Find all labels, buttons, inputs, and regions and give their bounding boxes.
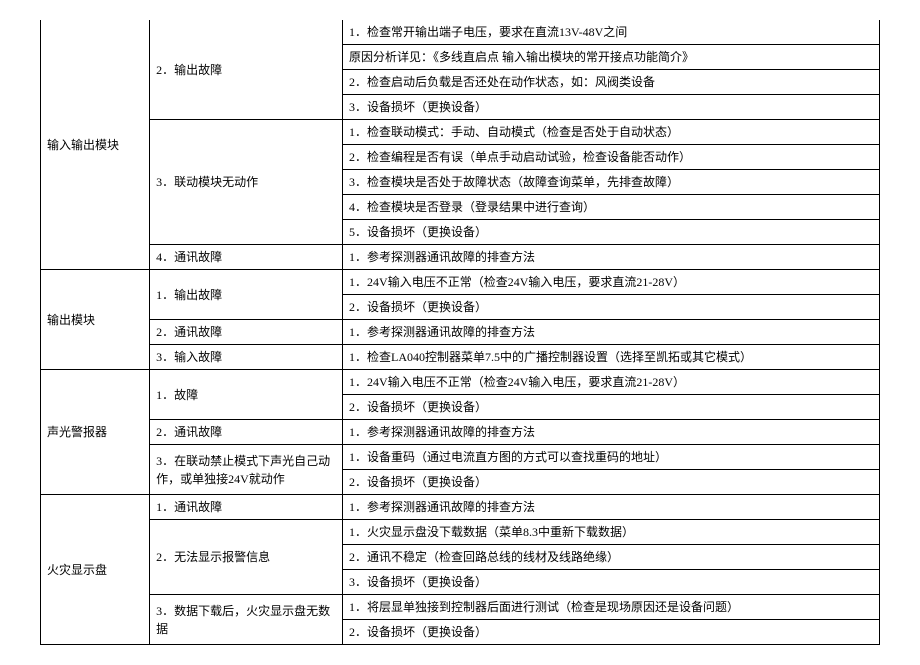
solution-cell: 1．检查联动模式：手动、自动模式（检查是否处于自动状态） — [343, 120, 880, 145]
solution-cell: 2．设备损坏（更换设备） — [343, 620, 880, 645]
fault-type-cell: 3．在联动禁止模式下声光自己动作，或单独接24V就动作 — [150, 445, 343, 495]
solution-cell: 3．设备损坏（更换设备） — [343, 570, 880, 595]
solution-cell: 1．设备重码（通过电流直方图的方式可以查找重码的地址） — [343, 445, 880, 470]
solution-cell: 2．检查启动后负载是否还处在动作状态，如：风阀类设备 — [343, 70, 880, 95]
solution-cell: 1．参考探测器通讯故障的排查方法 — [343, 245, 880, 270]
solution-cell: 3．设备损坏（更换设备） — [343, 95, 880, 120]
table-row: 输入输出模块2．输出故障1．检查常开输出端子电压，要求在直流13V-48V之间 — [41, 20, 880, 45]
solution-cell: 1．参考探测器通讯故障的排查方法 — [343, 320, 880, 345]
table-row: 声光警报器1．故障1．24V输入电压不正常（检查24V输入电压，要求直流21-2… — [41, 370, 880, 395]
solution-cell: 1．24V输入电压不正常（检查24V输入电压，要求直流21-28V） — [343, 270, 880, 295]
solution-cell: 1．检查常开输出端子电压，要求在直流13V-48V之间 — [343, 20, 880, 45]
solution-cell: 5．设备损坏（更换设备） — [343, 220, 880, 245]
solution-cell: 1．检查LA040控制器菜单7.5中的广播控制器设置（选择至凯拓或其它模式） — [343, 345, 880, 370]
solution-cell: 原因分析详见：《多线直启点 输入输出模块的常开接点功能简介》 — [343, 45, 880, 70]
table-row: 输出模块1．输出故障1．24V输入电压不正常（检查24V输入电压，要求直流21-… — [41, 270, 880, 295]
table-row: 3．输入故障1．检查LA040控制器菜单7.5中的广播控制器设置（选择至凯拓或其… — [41, 345, 880, 370]
solution-cell: 2．设备损坏（更换设备） — [343, 470, 880, 495]
solution-cell: 1．将层显单独接到控制器后面进行测试（检查是现场原因还是设备问题） — [343, 595, 880, 620]
table-row: 3．在联动禁止模式下声光自己动作，或单独接24V就动作1．设备重码（通过电流直方… — [41, 445, 880, 470]
solution-cell: 1．参考探测器通讯故障的排查方法 — [343, 420, 880, 445]
table-row: 2．通讯故障1．参考探测器通讯故障的排查方法 — [41, 420, 880, 445]
solution-cell: 4．检查模块是否登录（登录结果中进行查询） — [343, 195, 880, 220]
table-row: 3．数据下载后，火灾显示盘无数据1．将层显单独接到控制器后面进行测试（检查是现场… — [41, 595, 880, 620]
fault-type-cell: 2．无法显示报警信息 — [150, 520, 343, 595]
solution-cell: 2．检查编程是否有误（单点手动启动试验，检查设备能否动作） — [343, 145, 880, 170]
solution-cell: 1．参考探测器通讯故障的排查方法 — [343, 495, 880, 520]
fault-type-cell: 3．数据下载后，火灾显示盘无数据 — [150, 595, 343, 645]
solution-cell: 1．火灾显示盘没下载数据（菜单8.3中重新下载数据） — [343, 520, 880, 545]
table-row: 4．通讯故障1．参考探测器通讯故障的排查方法 — [41, 245, 880, 270]
module-cell: 输入输出模块 — [41, 20, 150, 270]
solution-cell: 3．检查模块是否处于故障状态（故障查询菜单，先排查故障） — [343, 170, 880, 195]
fault-type-cell: 2．通讯故障 — [150, 420, 343, 445]
fault-type-cell: 4．通讯故障 — [150, 245, 343, 270]
solution-cell: 2．设备损坏（更换设备） — [343, 395, 880, 420]
table-row: 火灾显示盘1．通讯故障1．参考探测器通讯故障的排查方法 — [41, 495, 880, 520]
table-row: 3．联动模块无动作1．检查联动模式：手动、自动模式（检查是否处于自动状态） — [41, 120, 880, 145]
fault-type-cell: 2．输出故障 — [150, 20, 343, 120]
table-row: 2．通讯故障1．参考探测器通讯故障的排查方法 — [41, 320, 880, 345]
troubleshooting-table: 输入输出模块2．输出故障1．检查常开输出端子电压，要求在直流13V-48V之间原… — [40, 20, 880, 645]
fault-type-cell: 3．输入故障 — [150, 345, 343, 370]
fault-type-cell: 2．通讯故障 — [150, 320, 343, 345]
module-cell: 火灾显示盘 — [41, 495, 150, 645]
solution-cell: 2．设备损坏（更换设备） — [343, 295, 880, 320]
fault-type-cell: 1．输出故障 — [150, 270, 343, 320]
table-row: 2．无法显示报警信息1．火灾显示盘没下载数据（菜单8.3中重新下载数据） — [41, 520, 880, 545]
solution-cell: 1．24V输入电压不正常（检查24V输入电压，要求直流21-28V） — [343, 370, 880, 395]
module-cell: 输出模块 — [41, 270, 150, 370]
fault-type-cell: 1．通讯故障 — [150, 495, 343, 520]
fault-type-cell: 1．故障 — [150, 370, 343, 420]
fault-type-cell: 3．联动模块无动作 — [150, 120, 343, 245]
solution-cell: 2．通讯不稳定（检查回路总线的线材及线路绝缘） — [343, 545, 880, 570]
module-cell: 声光警报器 — [41, 370, 150, 495]
